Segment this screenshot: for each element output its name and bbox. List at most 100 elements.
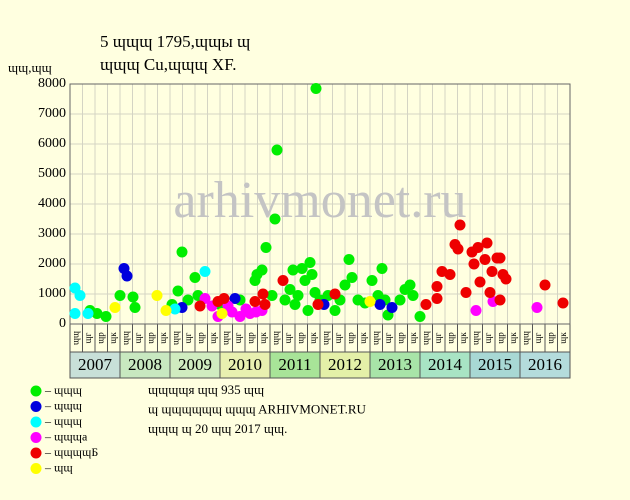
quarter-label: ɰг <box>333 332 343 343</box>
quarter-label: ɰɰ <box>420 331 430 345</box>
point <box>376 263 388 274</box>
point <box>226 306 238 318</box>
point <box>127 291 139 303</box>
quarter-label: ɰр <box>545 332 555 344</box>
quarter-label: ɰɰ <box>320 331 330 345</box>
legend-label: – ɰɰɰ <box>44 414 83 428</box>
year-label: 2015 <box>478 355 512 374</box>
quarter-label: ɰг <box>183 332 193 343</box>
quarter-label: ɰк <box>208 332 218 344</box>
legend-marker <box>30 447 42 459</box>
point <box>470 305 482 316</box>
point <box>284 284 296 295</box>
quarter-label: ɰк <box>408 332 418 344</box>
year-cell <box>169 351 221 379</box>
quarter-label: ɰр <box>295 332 305 344</box>
point <box>260 242 272 253</box>
point <box>431 281 443 292</box>
point <box>494 252 506 264</box>
point <box>472 242 484 253</box>
year-cell <box>369 351 421 379</box>
legend-marker <box>30 463 42 474</box>
quarter-label: ɰг <box>283 332 293 343</box>
point <box>394 294 406 306</box>
point <box>339 279 351 291</box>
point <box>468 258 480 270</box>
point <box>454 219 466 231</box>
point <box>199 266 211 277</box>
note: ɰ ɰɰɰɰɰɰ ɰɰɰ ARHIVMONET.RU <box>148 401 366 416</box>
point <box>484 287 496 298</box>
y-tick-label: 2000 <box>38 256 66 271</box>
chart-subtitle: ɰɰɰ Cu,ɰɰɰ XF. <box>100 55 237 74</box>
plot-frame <box>69 83 571 325</box>
point <box>557 297 569 309</box>
point <box>343 254 355 265</box>
point <box>172 285 184 297</box>
year-cell <box>269 351 321 379</box>
point <box>279 294 291 306</box>
point <box>386 302 398 313</box>
quarter-label: ɰр <box>445 332 455 344</box>
quarter-label: ɰк <box>308 332 318 344</box>
quarter-label: ɰк <box>258 332 268 344</box>
y-tick-label: 4000 <box>38 196 66 211</box>
year-label: 2014 <box>428 355 463 374</box>
point <box>100 311 112 322</box>
point <box>304 257 316 268</box>
point <box>266 290 278 301</box>
point <box>306 269 318 280</box>
quarter-label: ɰɰ <box>120 331 130 345</box>
quarter-label: ɰк <box>558 332 568 344</box>
point <box>109 302 121 313</box>
year-label: 2011 <box>278 355 311 374</box>
quarter-label: ɰɰ <box>70 331 80 345</box>
point <box>486 266 498 277</box>
quarter-label: ɰк <box>358 332 368 344</box>
point <box>494 294 506 306</box>
quarter-label: ɰɰ <box>220 331 230 345</box>
quarter-label: ɰр <box>195 332 205 344</box>
y-tick-label: 8000 <box>38 76 66 91</box>
year-label: 2012 <box>328 355 362 374</box>
year-cell <box>119 351 171 379</box>
quarter-label: ɰр <box>95 332 105 344</box>
point <box>329 288 341 300</box>
quarter-label: ɰɰ <box>370 331 380 345</box>
year-label: 2007 <box>78 355 113 374</box>
legend-marker <box>30 432 42 443</box>
quarter-label: ɰг <box>533 332 543 343</box>
point <box>257 288 269 300</box>
point <box>229 293 241 304</box>
point <box>452 243 464 255</box>
point <box>234 311 246 322</box>
chart-title: 5 ɰɰɰ 1795,ɰɰы ɰ <box>100 32 250 51</box>
point <box>182 294 194 306</box>
quarter-label: ɰк <box>108 332 118 344</box>
point <box>404 279 416 291</box>
quarter-label: ɰр <box>245 332 255 344</box>
point <box>312 299 324 310</box>
quarter-label: ɰг <box>233 332 243 343</box>
legend-label: – ɰɰ <box>44 460 73 474</box>
quarter-label: ɰк <box>158 332 168 344</box>
point <box>302 305 314 316</box>
quarter-label: ɰг <box>483 332 493 343</box>
legend-marker <box>30 385 42 397</box>
quarter-label: ɰк <box>508 332 518 344</box>
point <box>121 270 133 282</box>
point <box>151 290 163 301</box>
point <box>194 300 206 312</box>
year-cell <box>519 351 571 379</box>
quarter-label: ɰг <box>83 332 93 343</box>
point <box>310 83 322 94</box>
point <box>277 275 289 286</box>
point <box>474 276 486 288</box>
point <box>289 299 301 310</box>
year-label: 2009 <box>178 355 212 374</box>
legend-label: – ɰɰɰa <box>44 429 88 443</box>
quarter-label: ɰг <box>133 332 143 343</box>
year-label: 2008 <box>128 355 162 374</box>
quarter-label: ɰɰ <box>270 331 280 345</box>
